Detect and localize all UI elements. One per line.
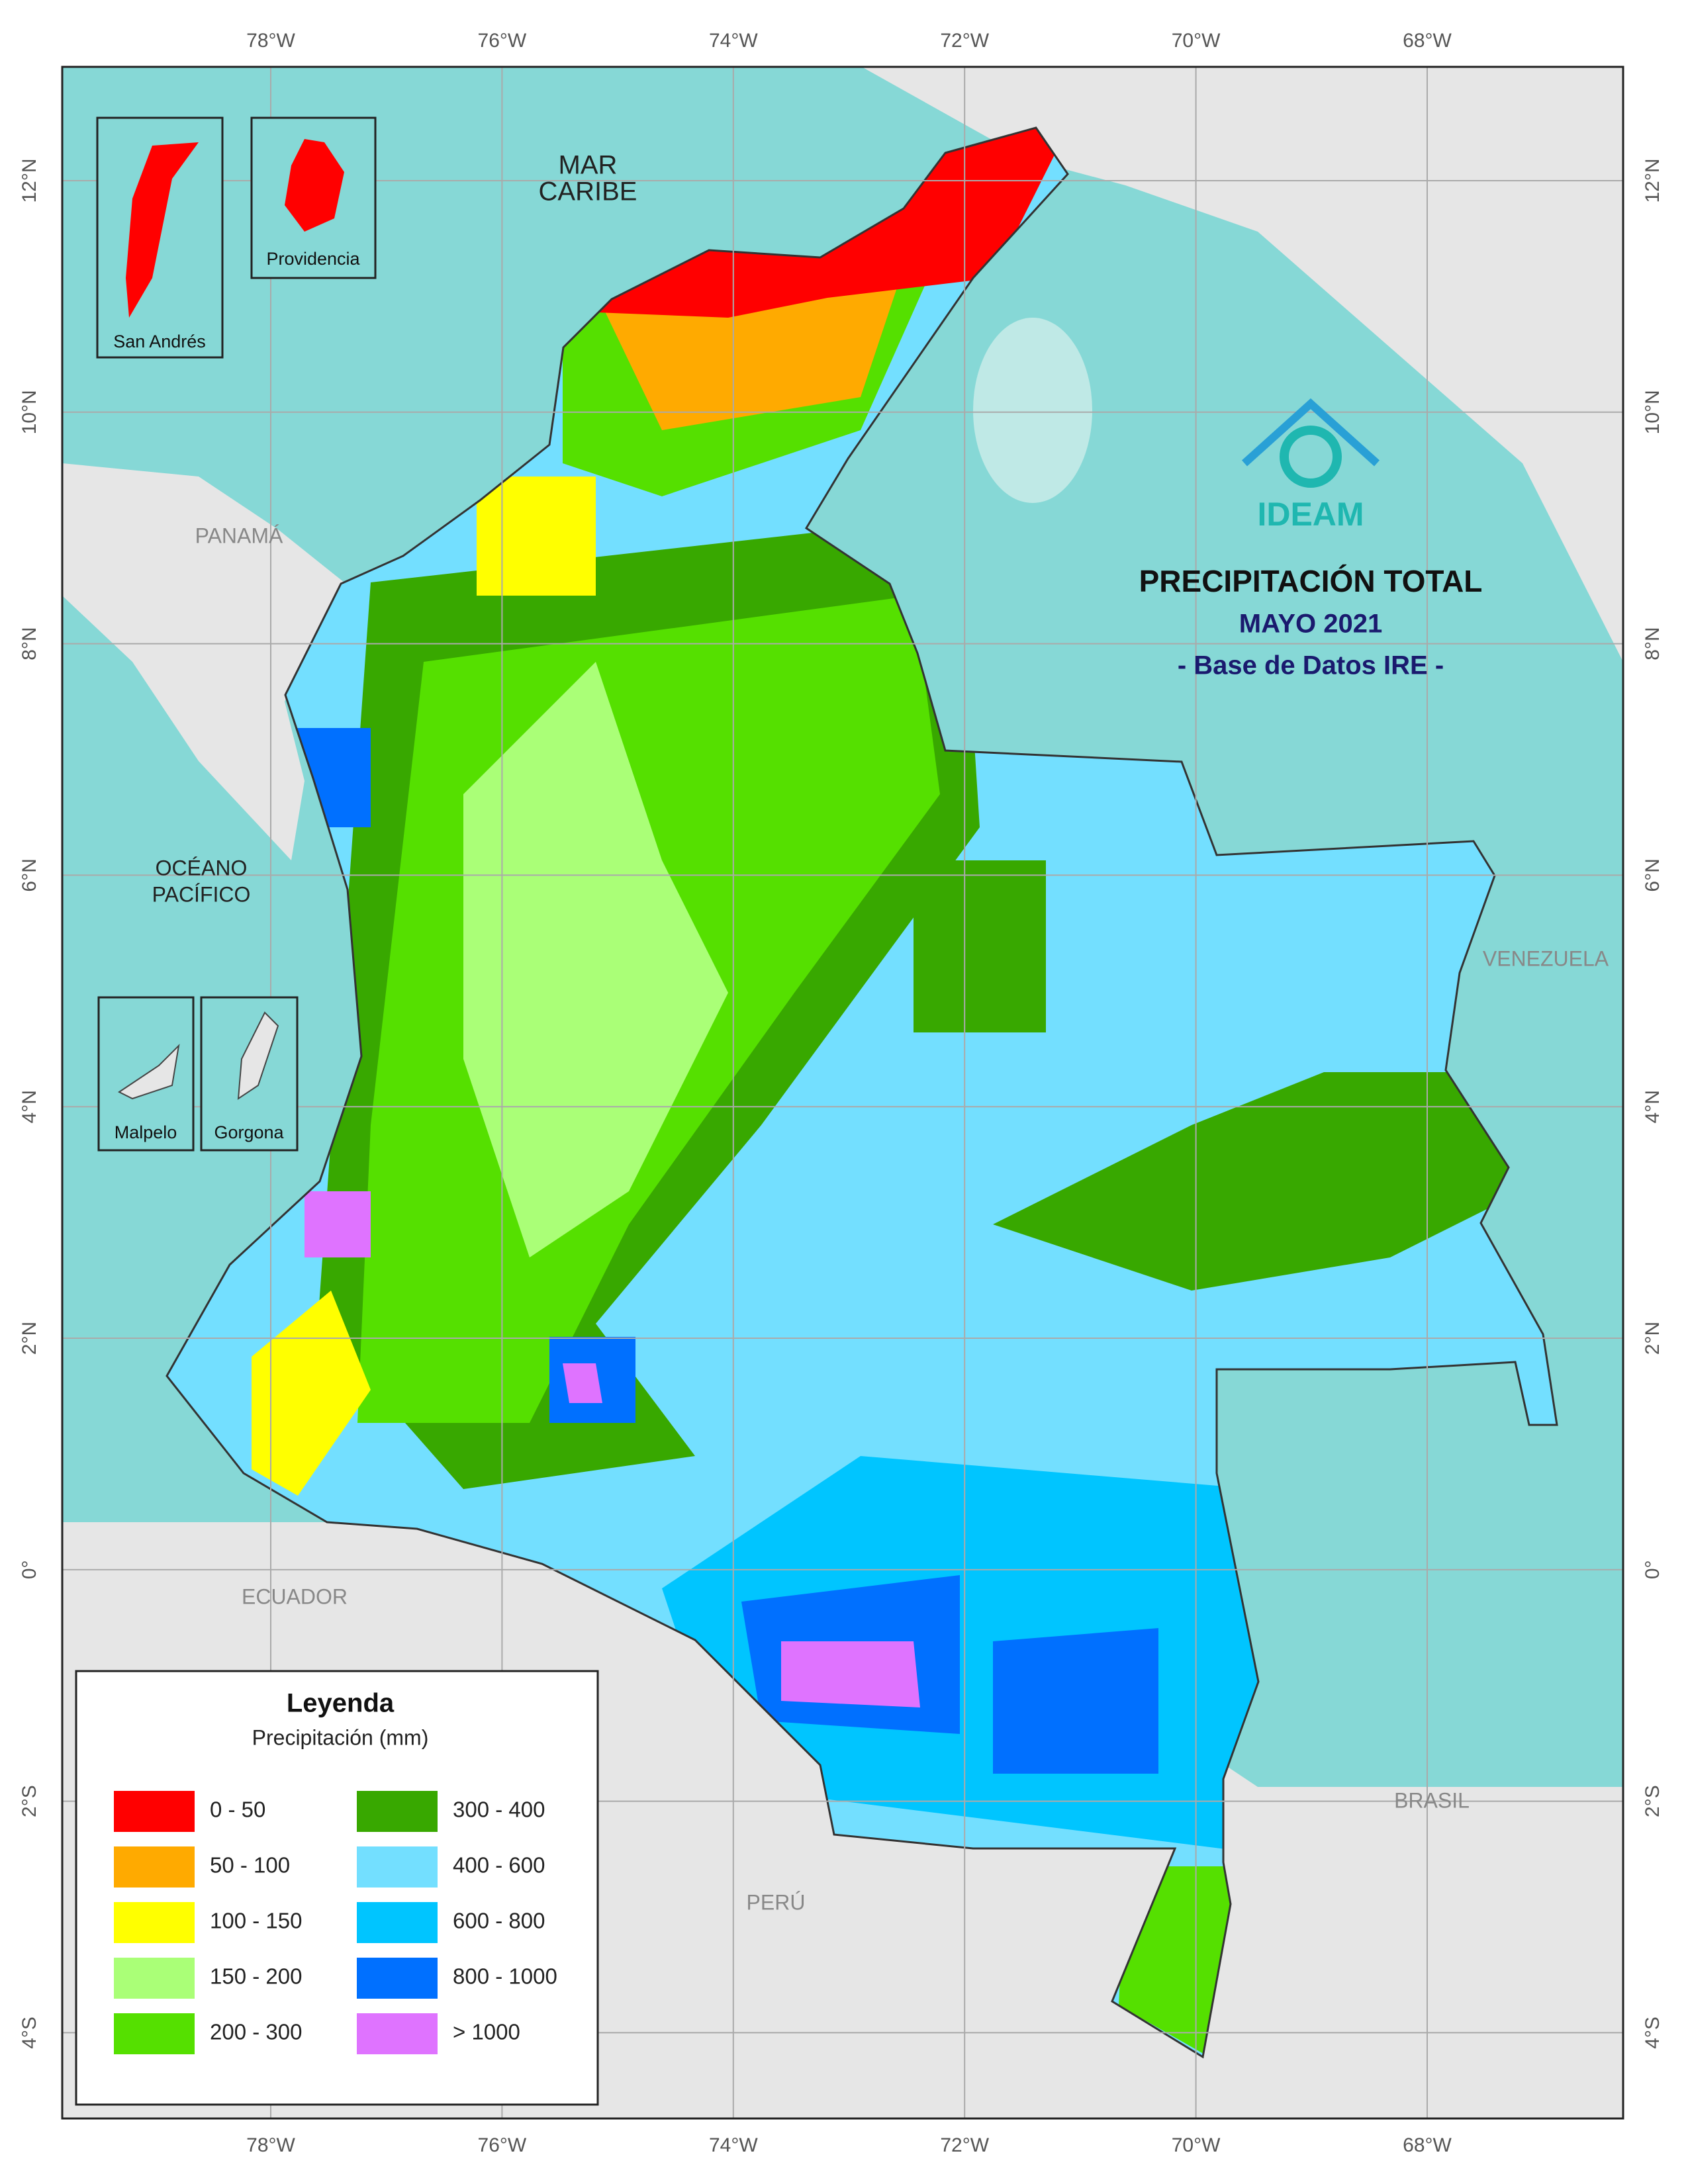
lon-label: 68°W: [1403, 30, 1452, 52]
lon-label: 78°W: [246, 2134, 295, 2156]
precip-zone: [993, 1072, 1523, 1291]
legend-label: 150 - 200: [210, 1964, 302, 1989]
precip-zone: [781, 1641, 920, 1707]
lat-label: 6°N: [1642, 858, 1664, 891]
legend-subtitle: Precipitación (mm): [252, 1725, 429, 1749]
legend-swatch: [357, 2013, 438, 2054]
lat-label: 8°N: [19, 627, 40, 660]
map-source: - Base de Datos IRE -: [1178, 651, 1444, 680]
map-subtitle: MAYO 2021: [1239, 610, 1382, 639]
precip-zone: [252, 1291, 371, 1496]
lat-label: 2°S: [1642, 1785, 1664, 1817]
legend-swatch: [114, 2013, 195, 2054]
legend-swatch: [114, 1846, 195, 1888]
lat-label: 4°S: [19, 2017, 40, 2049]
lat-label: 6°N: [19, 858, 40, 891]
legend-label: 100 - 150: [210, 1909, 302, 1933]
legend-swatch: [114, 1958, 195, 1999]
legend-label: 600 - 800: [453, 1909, 545, 1933]
legend-title: Leyenda: [287, 1689, 395, 1718]
place-label: PERÚ: [747, 1890, 806, 1914]
place-label: VENEZUELA: [1483, 946, 1609, 970]
precip-zone: [477, 477, 596, 596]
legend-label: 200 - 300: [210, 2020, 302, 2044]
legend-label: 400 - 600: [453, 1853, 545, 1878]
lat-label: 0°: [1642, 1560, 1664, 1579]
lat-label: 4°N: [19, 1090, 40, 1123]
legend-swatch: [357, 1958, 438, 1999]
lon-label: 78°W: [246, 30, 295, 52]
legend-swatch: [114, 1791, 195, 1832]
lon-label: 70°W: [1172, 2134, 1221, 2156]
precip-zone: [305, 1191, 371, 1257]
land: [62, 463, 344, 860]
lon-label: 74°W: [709, 2134, 758, 2156]
lat-label: 2°N: [19, 1322, 40, 1355]
place-label: PACÍFICO: [152, 882, 251, 906]
precipitation-field: [167, 128, 1557, 2057]
lat-label: 12°N: [1642, 158, 1664, 203]
place-label: OCÉANO: [156, 856, 248, 880]
lon-label: 74°W: [709, 30, 758, 52]
inset-label: San Andrés: [113, 332, 206, 351]
legend-label: 800 - 1000: [453, 1964, 557, 1989]
lon-label: 72°W: [940, 30, 989, 52]
lon-label: 70°W: [1172, 30, 1221, 52]
lat-label: 10°N: [1642, 390, 1664, 434]
map-title: PRECIPITACIÓN TOTAL: [1139, 564, 1483, 598]
legend-label: > 1000: [453, 2020, 520, 2044]
inset-label: Gorgona: [214, 1122, 284, 1142]
legend-label: 300 - 400: [453, 1797, 545, 1822]
lat-label: 10°N: [19, 390, 40, 434]
place-label: MAR: [559, 151, 618, 180]
lat-label: 0°: [19, 1560, 40, 1579]
place-label: CARIBE: [539, 177, 637, 206]
lake: [973, 318, 1092, 503]
legend-label: 0 - 50: [210, 1797, 265, 1822]
lat-label: 4°S: [1642, 2017, 1664, 2049]
legend-swatch: [357, 1791, 438, 1832]
precip-zone: [463, 662, 728, 1257]
lat-label: 4°N: [1642, 1090, 1664, 1123]
legend-swatch: [357, 1902, 438, 1943]
map-frame: [61, 66, 1624, 2120]
lon-label: 76°W: [478, 30, 527, 52]
lon-label: 76°W: [478, 2134, 527, 2156]
precip-zone: [563, 1363, 602, 1403]
logo-text: IDEAM: [1257, 496, 1364, 533]
lon-label: 68°W: [1403, 2134, 1452, 2156]
precip-zone: [993, 1628, 1158, 1774]
place-label: PANAMÁ: [195, 523, 283, 547]
lon-label: 72°W: [940, 2134, 989, 2156]
inset-label: Providencia: [266, 249, 360, 269]
lat-label: 12°N: [19, 158, 40, 203]
place-label: BRASIL: [1394, 1788, 1470, 1812]
inset-label: Malpelo: [115, 1122, 177, 1142]
logo: [1241, 398, 1380, 488]
precip-zone: [914, 860, 1046, 1032]
lat-label: 2°S: [19, 1785, 40, 1817]
place-label: ECUADOR: [242, 1584, 348, 1608]
legend-label: 50 - 100: [210, 1853, 290, 1878]
lat-label: 8°N: [1642, 627, 1664, 660]
insets: [96, 116, 377, 1152]
lat-label: 2°N: [1642, 1322, 1664, 1355]
legend-swatch: [357, 1846, 438, 1888]
legend-swatch: [114, 1902, 195, 1943]
